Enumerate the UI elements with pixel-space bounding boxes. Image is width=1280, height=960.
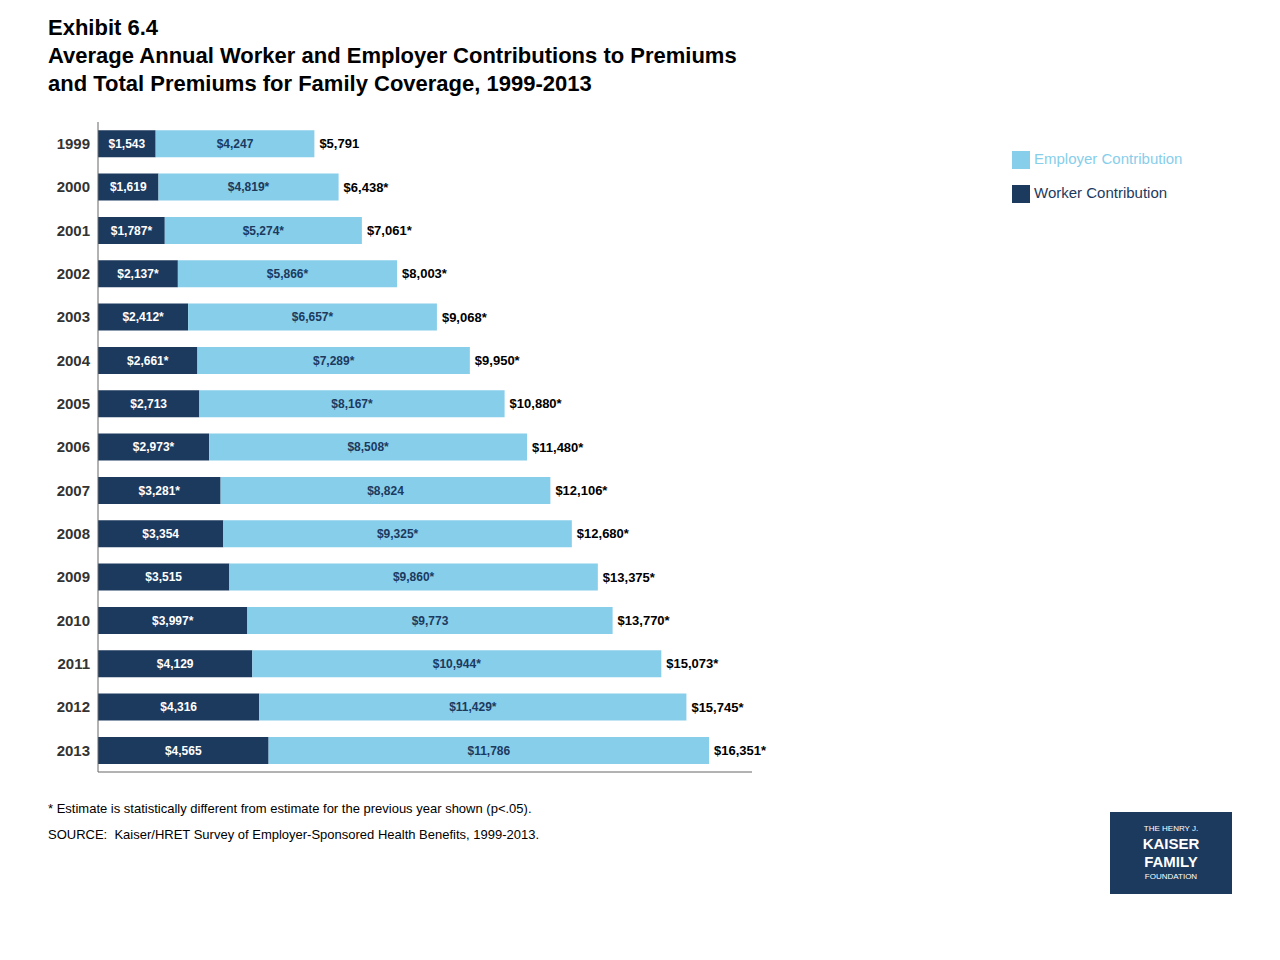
html-text:Average Annual Worker and Empl: Average Annual Worker and Employer Contr… (48, 43, 737, 68)
svg-text:2008: 2008 (57, 525, 90, 542)
svg-text:$3,281*: $3,281* (139, 484, 181, 498)
svg-text:$9,950*: $9,950* (475, 353, 521, 368)
svg-text:$2,412*: $2,412* (122, 310, 164, 324)
html-text:SOURCE: Kaiser/HRET Survey of: SOURCE: Kaiser/HRET Survey of Employer-S… (48, 827, 540, 842)
html-text:KAISER: KAISER (1142, 835, 1200, 852)
svg-text:2002: 2002 (57, 265, 90, 282)
svg-text:$2,661*: $2,661* (127, 354, 169, 368)
svg-text:2013: 2013 (57, 742, 90, 759)
svg-text:$2,713: $2,713 (130, 397, 167, 411)
svg-text:1999: 1999 (57, 135, 90, 152)
svg-text:$12,106*: $12,106* (555, 483, 608, 498)
svg-text:2006: 2006 (57, 438, 90, 455)
html-text:FOUNDATION: FOUNDATION (1144, 872, 1198, 881)
svg-text:$8,508*: $8,508* (347, 440, 389, 454)
svg-text:$5,274*: $5,274* (243, 224, 285, 238)
svg-text:2004: 2004 (57, 352, 91, 369)
svg-text:$10,944*: $10,944* (433, 657, 481, 671)
svg-text:$3,515: $3,515 (145, 570, 182, 584)
svg-text:$3,997*: $3,997* (152, 614, 194, 628)
svg-text:$9,773: $9,773 (412, 614, 449, 628)
svg-text:$7,061*: $7,061* (367, 223, 413, 238)
svg-text:$1,619: $1,619 (110, 180, 147, 194)
svg-text:$11,429*: $11,429* (449, 700, 497, 714)
svg-text:2005: 2005 (57, 395, 90, 412)
svg-text:2011: 2011 (57, 655, 90, 672)
svg-text:$4,129: $4,129 (157, 657, 194, 671)
svg-text:$5,791: $5,791 (319, 136, 359, 151)
svg-text:$4,565: $4,565 (165, 744, 202, 758)
svg-text:$1,543: $1,543 (108, 137, 145, 151)
svg-text:$9,068*: $9,068* (442, 310, 488, 325)
svg-text:$8,167*: $8,167* (331, 397, 373, 411)
svg-text:$9,325*: $9,325* (377, 527, 419, 541)
svg-text:$4,247: $4,247 (217, 137, 254, 151)
svg-text:$4,819*: $4,819* (228, 180, 270, 194)
svg-text:$13,770*: $13,770* (618, 613, 671, 628)
svg-text:$2,973*: $2,973* (133, 440, 175, 454)
svg-text:$6,438*: $6,438* (344, 180, 390, 195)
svg-text:$6,657*: $6,657* (292, 310, 334, 324)
html-text:* Estimate is statistically di: * Estimate is statistically different fr… (48, 801, 532, 816)
svg-text:$2,137*: $2,137* (117, 267, 159, 281)
svg-text:$11,786: $11,786 (467, 744, 510, 758)
svg-text:2007: 2007 (57, 482, 90, 499)
svg-text:$3,354: $3,354 (142, 527, 179, 541)
svg-text:$1,787*: $1,787* (111, 224, 153, 238)
svg-text:2003: 2003 (57, 308, 90, 325)
html-text:Exhibit 6.4: Exhibit 6.4 (48, 15, 158, 40)
html-text:and Total Premiums for Family: and Total Premiums for Family Coverage, … (48, 71, 592, 96)
html-text:THE HENRY J.: THE HENRY J. (1143, 824, 1199, 833)
svg-text:$4,316: $4,316 (160, 700, 197, 714)
svg-text:2000: 2000 (57, 178, 90, 195)
svg-text:$8,824: $8,824 (367, 484, 404, 498)
svg-text:$13,375*: $13,375* (603, 570, 656, 585)
svg-text:$15,745*: $15,745* (691, 700, 744, 715)
svg-text:$7,289*: $7,289* (313, 354, 355, 368)
svg-text:$10,880*: $10,880* (510, 396, 563, 411)
svg-text:$15,073*: $15,073* (666, 656, 719, 671)
svg-text:2010: 2010 (57, 612, 90, 629)
svg-text:$5,866*: $5,866* (267, 267, 309, 281)
svg-text:2009: 2009 (57, 568, 90, 585)
svg-text:2001: 2001 (57, 222, 90, 239)
html-text:FAMILY: FAMILY (1144, 853, 1198, 870)
html-text:Worker Contribution: Worker Contribution (1034, 184, 1168, 201)
svg-text:2012: 2012 (57, 698, 90, 715)
svg-text:$16,351*: $16,351* (714, 743, 767, 758)
svg-text:$9,860*: $9,860* (393, 570, 435, 584)
svg-text:$11,480*: $11,480* (532, 440, 584, 455)
svg-text:$12,680*: $12,680* (577, 526, 630, 541)
html-text:Employer Contribution: Employer Contribution (1034, 150, 1183, 167)
svg-text:$8,003*: $8,003* (402, 266, 448, 281)
